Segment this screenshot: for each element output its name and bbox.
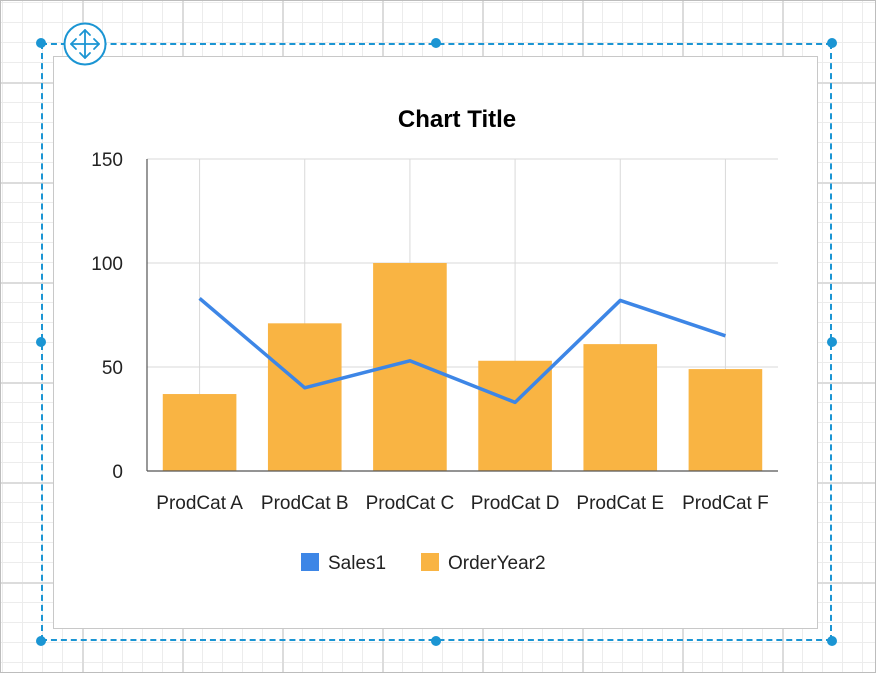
resize-handle-bottom[interactable] xyxy=(431,636,441,646)
resize-handle-top[interactable] xyxy=(431,38,441,48)
x-tick-label: ProdCat B xyxy=(261,493,349,514)
legend-label: Sales1 xyxy=(328,553,386,574)
legend-label: OrderYear2 xyxy=(448,553,546,574)
y-tick-label: 100 xyxy=(91,254,123,275)
x-tick-label: ProdCat C xyxy=(366,493,455,514)
resize-handle-left[interactable] xyxy=(36,337,46,347)
line-series xyxy=(198,297,726,405)
x-tick-label: ProdCat F xyxy=(682,493,769,514)
bar xyxy=(162,394,237,471)
y-tick-label: 0 xyxy=(112,462,123,483)
resize-handle-bottom-left[interactable] xyxy=(36,636,46,646)
resize-handle-top-right[interactable] xyxy=(827,38,837,48)
x-tick-label: ProdCat A xyxy=(156,493,243,514)
resize-handle-bottom-right[interactable] xyxy=(827,636,837,646)
legend-swatch xyxy=(421,553,439,571)
chart-title: Chart Title xyxy=(398,106,516,133)
chart-report-item[interactable]: Chart Title 0 50 100 150 ProdCat A ProdCat B P… xyxy=(53,56,818,629)
move-arrows-icon[interactable] xyxy=(63,22,107,66)
y-tick-label: 150 xyxy=(91,150,123,171)
resize-handle-top-left[interactable] xyxy=(36,38,46,48)
y-tick-label: 50 xyxy=(102,358,123,379)
chart-legend: Sales1 OrderYear2 xyxy=(301,553,546,574)
selection-outline xyxy=(41,43,832,641)
x-tick-label: ProdCat E xyxy=(576,493,664,514)
bar xyxy=(583,344,658,471)
bar xyxy=(688,369,763,471)
series-line xyxy=(198,297,726,405)
legend-swatch xyxy=(301,553,319,571)
resize-handle-right[interactable] xyxy=(827,337,837,347)
bar xyxy=(267,323,342,471)
x-tick-label: ProdCat D xyxy=(471,493,560,514)
chart-axes: 0 50 100 150 ProdCat A ProdCat B ProdCat C Prod… xyxy=(91,150,778,514)
chart-svg: Chart Title 0 50 100 150 ProdCat A ProdCat B P… xyxy=(91,106,778,574)
